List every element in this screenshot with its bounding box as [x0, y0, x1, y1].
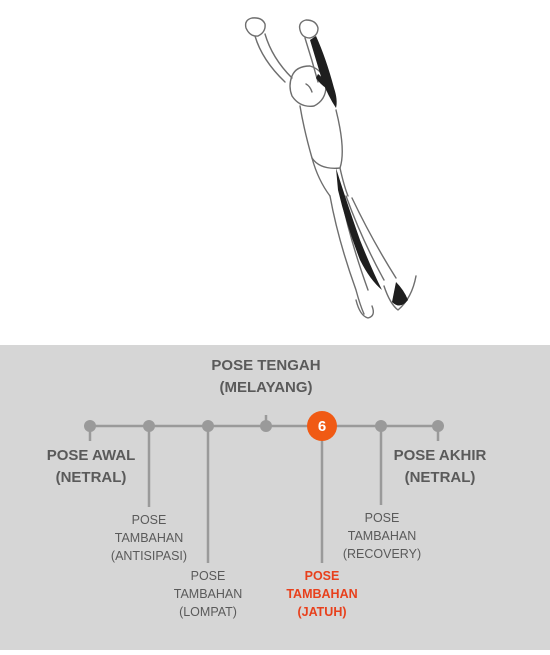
label-tambahan-lompat: POSE TAMBAHAN (LOMPAT) — [173, 569, 243, 620]
timeline-diagram — [84, 415, 444, 563]
timeline-dot-5 — [375, 420, 387, 432]
torso — [299, 105, 343, 169]
timeline-dot-6 — [432, 420, 444, 432]
jumping-figure-sketch — [244, 17, 417, 319]
label-tambahan-jatuh: POSE TAMBAHAN (JATUH) — [286, 569, 358, 620]
label-pose-awal: POSE AWAL (NETRAL) — [46, 447, 136, 486]
right-leg — [345, 195, 397, 281]
timeline-dot-4 — [260, 420, 272, 432]
left-fist — [244, 17, 266, 37]
right-foot — [383, 275, 417, 311]
pose-timeline-panel: 6 POSE TENGAH (MELAYANG) POSE AWAL (NETR… — [0, 345, 550, 650]
figure-area — [244, 17, 417, 319]
current-pose-marker: 6 — [307, 411, 337, 441]
left-arm — [254, 33, 293, 83]
label-pose-tengah: POSE TENGAH (MELAYANG) — [211, 357, 321, 396]
right-fist — [298, 19, 319, 39]
timeline-dot-1 — [84, 420, 96, 432]
timeline-dot-3 — [202, 420, 214, 432]
label-tambahan-antisipasi: POSE TAMBAHAN (ANTISIPASI) — [110, 513, 188, 564]
label-tambahan-recovery: POSE TAMBAHAN (RECOVERY) — [342, 511, 422, 562]
left-foot — [355, 299, 375, 319]
timeline-dot-2 — [143, 420, 155, 432]
head — [289, 65, 327, 107]
label-pose-akhir: POSE AKHIR (NETRAL) — [393, 447, 487, 486]
